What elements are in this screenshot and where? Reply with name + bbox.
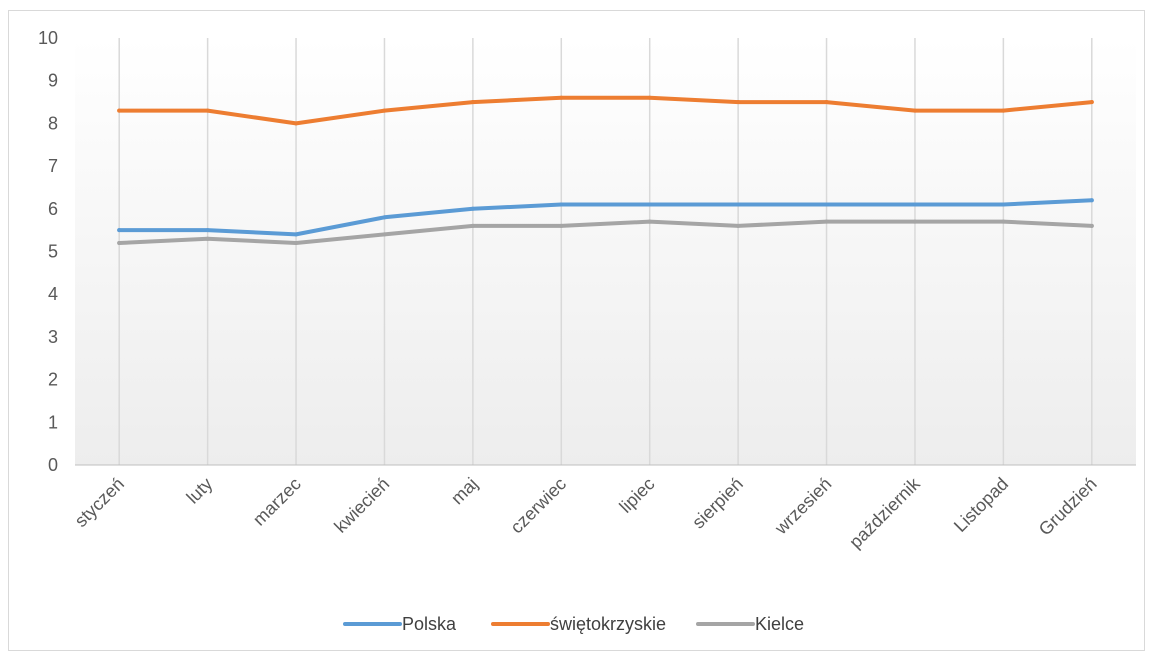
data-point [1001,219,1006,224]
data-point [559,95,564,100]
data-point [647,95,652,100]
data-point [912,108,917,113]
series-line-2 [117,219,1094,245]
data-point [205,236,210,241]
data-point [117,108,122,113]
x-tick-labels: styczeń luty marzec kwiecień maj czerwiec lipi… [71,473,1101,552]
y-tick-label: 9 [48,71,58,91]
y-tick-label: 0 [48,455,58,475]
data-point [205,228,210,233]
data-point [559,202,564,207]
series-line-0 [117,198,1094,237]
data-point [647,202,652,207]
y-tick-label: 1 [48,412,58,432]
legend-item[interactable]: świętokrzyskie [491,614,666,634]
legend-item[interactable]: Kielce [696,614,804,634]
y-tick-label: 8 [48,113,58,133]
x-tick-label: kwiecień [330,474,393,537]
x-tick-label: maj [447,474,482,509]
data-point [1089,100,1094,105]
data-point [294,232,299,237]
data-point [736,100,741,105]
x-tick-label: sierpień [688,474,747,533]
data-point [1089,198,1094,203]
data-point [470,100,475,105]
x-tick-label: wrzesień [770,474,835,539]
data-point [824,202,829,207]
data-point [470,206,475,211]
y-tick-label: 2 [48,370,58,390]
data-point [1089,223,1094,228]
x-tick-label: czerwiec [506,474,570,538]
legend-label: Kielce [755,614,804,634]
x-tick-label: Grudzień [1035,474,1101,540]
data-point [736,202,741,207]
data-point [824,100,829,105]
x-tick-label: lipiec [615,474,658,517]
y-tick-label: 3 [48,327,58,347]
x-tick-label: luty [183,474,217,508]
data-point [470,223,475,228]
data-point [294,121,299,126]
data-point [382,232,387,237]
data-point [912,219,917,224]
y-tick-labels: 0 1 2 3 4 5 6 7 8 9 10 [38,28,58,475]
series-lines [117,95,1094,245]
data-point [382,215,387,220]
data-point [824,219,829,224]
data-point [117,240,122,245]
data-point [117,228,122,233]
x-tick-label: październik [845,473,924,552]
data-point [559,223,564,228]
x-tick-label: styczeń [71,474,128,531]
data-point [382,108,387,113]
data-point [912,202,917,207]
data-point [1001,202,1006,207]
y-tick-label: 7 [48,156,58,176]
plot-background [75,38,1136,465]
y-tick-label: 10 [38,28,58,48]
legend-item[interactable]: Polska [343,614,457,634]
legend-label: świętokrzyskie [550,614,666,634]
data-point [294,240,299,245]
y-tick-label: 4 [48,284,58,304]
legend: Polska świętokrzyskie Kielce [343,614,804,634]
data-point [736,223,741,228]
data-point [647,219,652,224]
data-point [1001,108,1006,113]
y-tick-label: 5 [48,242,58,262]
x-tick-label: Listopad [950,474,1012,536]
legend-label: Polska [402,614,457,634]
series-line-1 [117,95,1094,126]
x-tick-label: marzec [249,474,305,530]
y-tick-label: 6 [48,199,58,219]
data-point [205,108,210,113]
